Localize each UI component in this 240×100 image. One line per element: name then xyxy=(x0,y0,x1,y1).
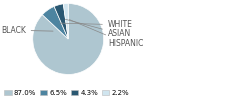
Text: WHITE: WHITE xyxy=(60,20,133,29)
Wedge shape xyxy=(33,4,104,74)
Wedge shape xyxy=(63,4,68,39)
Wedge shape xyxy=(54,4,68,39)
Text: ASIAN: ASIAN xyxy=(65,19,131,38)
Wedge shape xyxy=(42,6,68,39)
Text: HISPANIC: HISPANIC xyxy=(69,20,143,48)
Legend: 87.0%, 6.5%, 4.3%, 2.2%: 87.0%, 6.5%, 4.3%, 2.2% xyxy=(3,89,130,96)
Text: BLACK: BLACK xyxy=(1,26,53,35)
